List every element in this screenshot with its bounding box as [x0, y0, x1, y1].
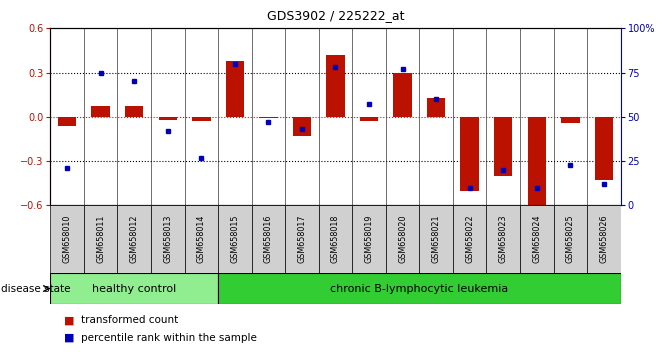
Bar	[352, 205, 386, 273]
Bar	[293, 117, 311, 136]
Text: GDS3902 / 225222_at: GDS3902 / 225222_at	[267, 9, 404, 22]
Bar	[587, 205, 621, 273]
Bar	[158, 117, 177, 120]
Bar	[494, 117, 513, 176]
Bar	[91, 107, 110, 117]
Text: transformed count: transformed count	[81, 315, 178, 325]
Text: GSM658011: GSM658011	[96, 215, 105, 263]
Text: GSM658023: GSM658023	[499, 215, 508, 263]
Text: GSM658015: GSM658015	[230, 215, 240, 263]
Bar	[185, 205, 218, 273]
Bar	[453, 205, 486, 273]
Bar	[527, 117, 546, 208]
Bar	[117, 205, 151, 273]
Bar	[427, 98, 446, 117]
Bar	[192, 117, 211, 121]
Text: GSM658024: GSM658024	[532, 215, 541, 263]
Bar	[50, 273, 218, 304]
Text: GSM658010: GSM658010	[62, 215, 72, 263]
Bar	[554, 205, 587, 273]
Bar	[561, 117, 580, 123]
Bar	[151, 205, 185, 273]
Bar	[50, 205, 84, 273]
Text: chronic B-lymphocytic leukemia: chronic B-lymphocytic leukemia	[330, 284, 509, 293]
Text: GSM658013: GSM658013	[163, 215, 172, 263]
Bar	[520, 205, 554, 273]
Bar	[125, 107, 144, 117]
Bar	[419, 205, 453, 273]
Text: GSM658020: GSM658020	[398, 215, 407, 263]
Bar	[285, 205, 319, 273]
Bar	[84, 205, 117, 273]
Bar	[225, 61, 244, 117]
Bar	[259, 117, 278, 118]
Bar	[218, 273, 621, 304]
Text: disease state: disease state	[1, 284, 70, 293]
Text: ■: ■	[64, 315, 74, 325]
Text: GSM658014: GSM658014	[197, 215, 206, 263]
Text: GSM658012: GSM658012	[130, 215, 139, 263]
Text: GSM658026: GSM658026	[599, 215, 609, 263]
Text: GSM658019: GSM658019	[364, 215, 374, 263]
Bar	[218, 205, 252, 273]
Text: GSM658017: GSM658017	[297, 215, 307, 263]
Bar	[486, 205, 520, 273]
Bar	[460, 117, 479, 190]
Bar	[326, 55, 345, 117]
Text: GSM658025: GSM658025	[566, 215, 575, 263]
Bar	[386, 205, 419, 273]
Text: GSM658016: GSM658016	[264, 215, 273, 263]
Bar	[595, 117, 613, 180]
Text: GSM658021: GSM658021	[431, 215, 441, 263]
Bar	[252, 205, 285, 273]
Bar	[360, 117, 378, 121]
Bar	[58, 117, 76, 126]
Text: ■: ■	[64, 333, 74, 343]
Bar	[393, 73, 412, 117]
Text: percentile rank within the sample: percentile rank within the sample	[81, 333, 256, 343]
Bar	[319, 205, 352, 273]
Text: GSM658022: GSM658022	[465, 215, 474, 263]
Text: healthy control: healthy control	[92, 284, 176, 293]
Text: GSM658018: GSM658018	[331, 215, 340, 263]
